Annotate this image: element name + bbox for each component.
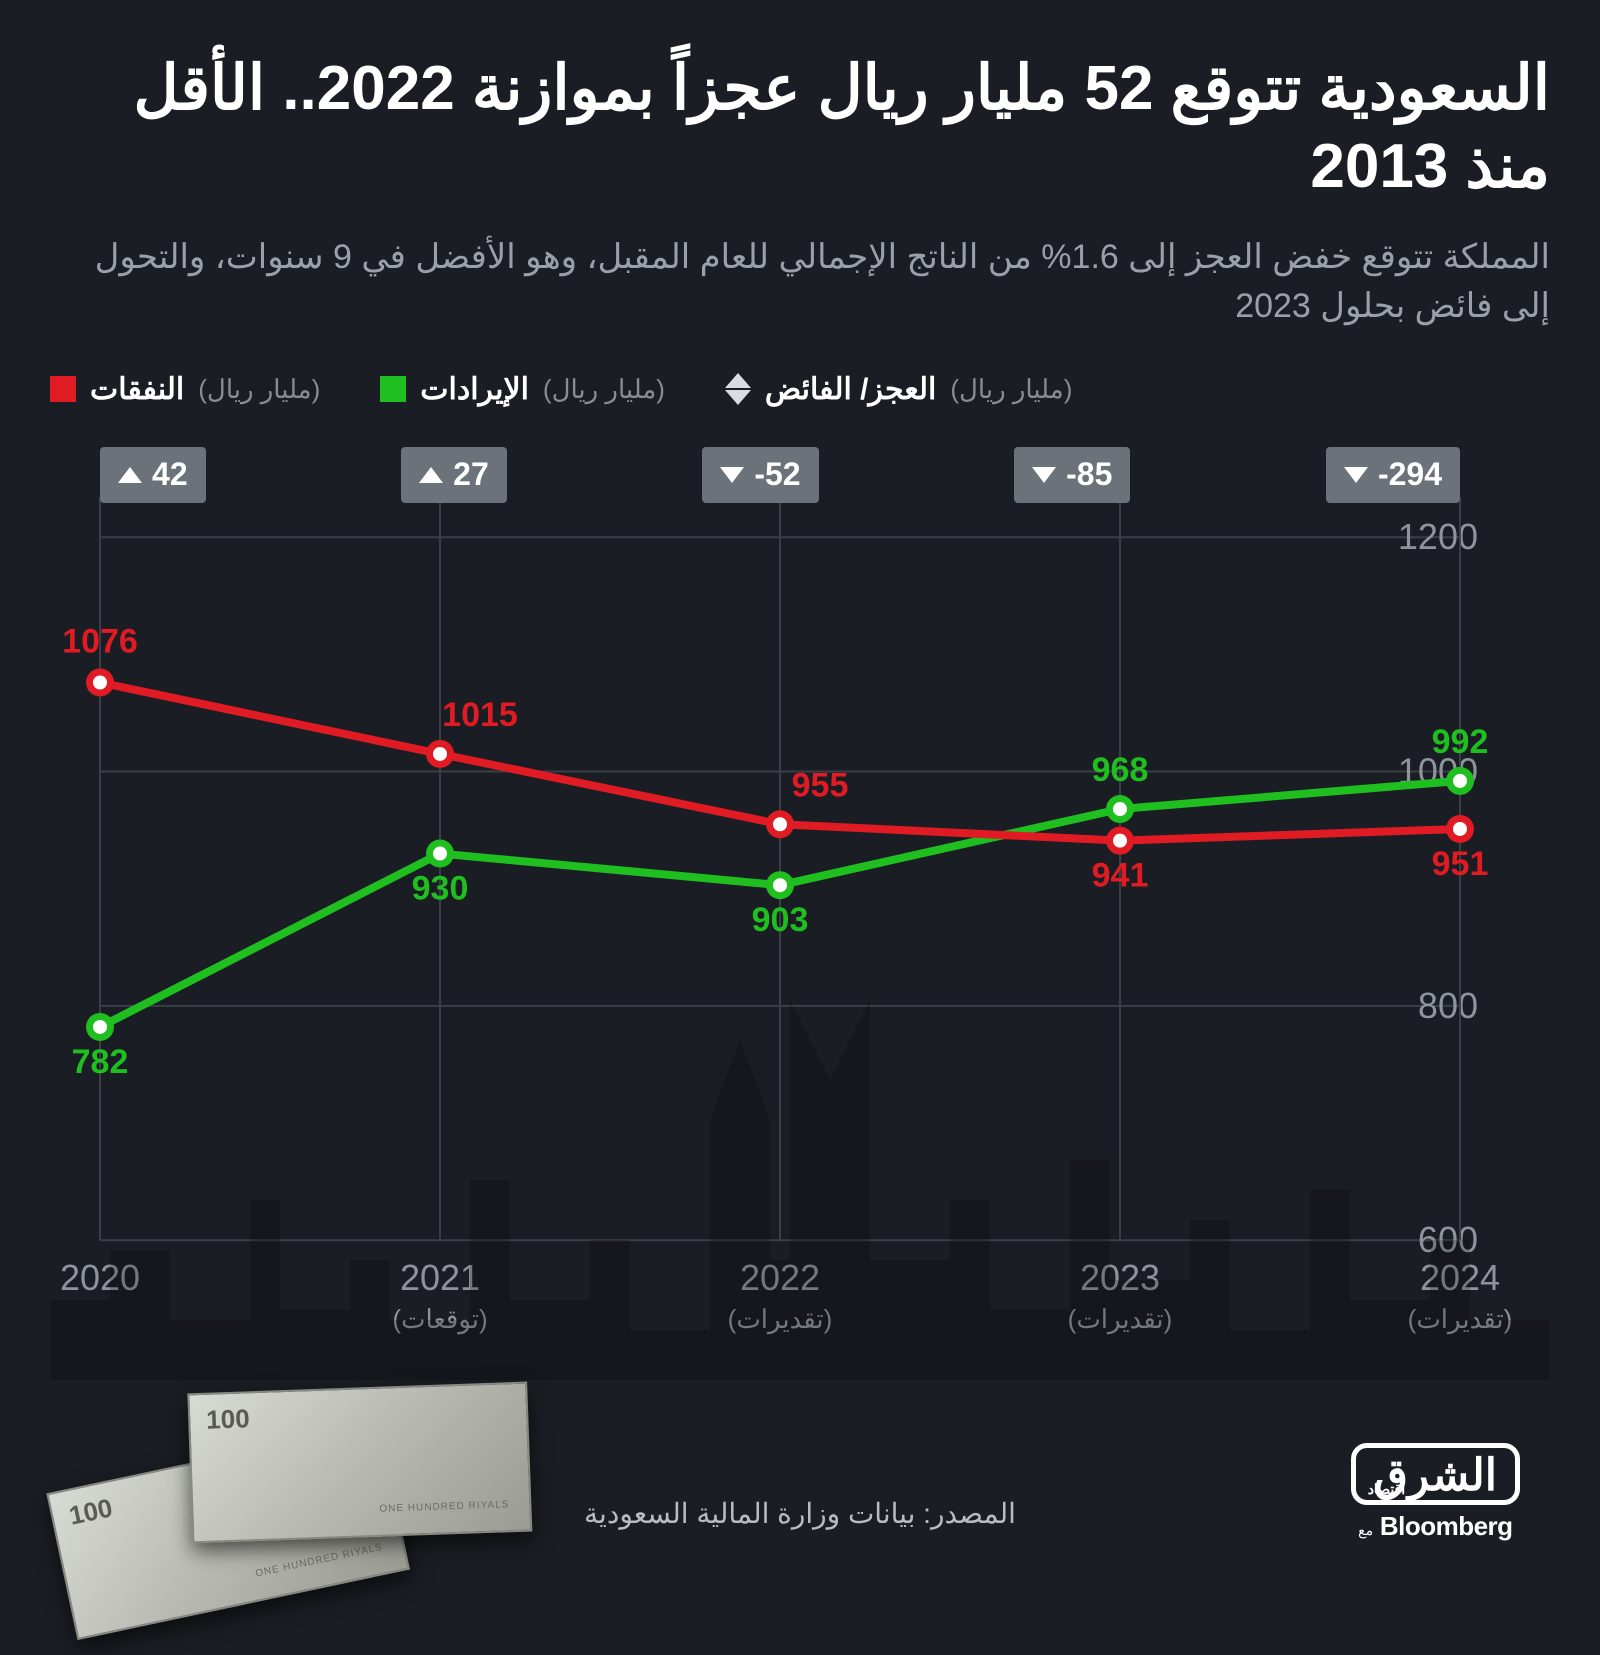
badge-value: 42 <box>152 456 188 493</box>
deficit-badge: 27 <box>401 447 507 503</box>
value-label: 1076 <box>62 622 138 660</box>
legend-unit: (مليار ريال) <box>198 374 320 405</box>
data-point-inner <box>773 878 787 892</box>
badge-value: 27 <box>453 456 489 493</box>
data-point-inner <box>433 747 447 761</box>
value-label: 903 <box>752 901 809 939</box>
legend-label: العجز/ الفائض <box>765 372 936 407</box>
brand-en: Bloomberg <box>1380 1511 1513 1541</box>
data-point-inner <box>1113 802 1127 816</box>
legend-unit: (مليار ريال) <box>950 374 1072 405</box>
value-label: 955 <box>792 766 849 804</box>
deficit-badge: -294 <box>1326 447 1460 503</box>
legend-expenditures: النفقات (مليار ريال) <box>50 372 320 407</box>
caret-down-icon <box>1032 467 1056 483</box>
source-text: المصدر: بيانات وزارة المالية السعودية <box>584 1497 1016 1530</box>
value-label: 968 <box>1092 751 1149 789</box>
legend-unit: (مليار ريال) <box>543 374 665 405</box>
data-point-inner <box>93 675 107 689</box>
badge-row: -294 -85 -52 27 42 <box>100 447 1460 503</box>
brand-en-prefix: مع <box>1358 1522 1373 1538</box>
sort-icon <box>725 373 751 405</box>
value-label: 1015 <box>442 696 518 734</box>
caret-up-icon <box>118 467 142 483</box>
legend-label: الإيرادات <box>420 372 529 407</box>
page-subtitle: المملكة تتوقع خفض العجز إلى 1.6% من النا… <box>50 233 1550 332</box>
value-label: 941 <box>1092 856 1149 894</box>
data-point-inner <box>433 846 447 860</box>
y-tick-label: 1200 <box>1398 516 1478 557</box>
caret-down-icon <box>720 467 744 483</box>
legend-label: النفقات <box>90 372 184 407</box>
footer: المصدر: بيانات وزارة المالية السعودية ال… <box>50 1380 1550 1560</box>
deficit-badge: 42 <box>100 447 206 503</box>
caret-down-icon <box>1344 467 1368 483</box>
deficit-badge: -52 <box>702 447 818 503</box>
data-point-inner <box>1113 833 1127 847</box>
badge-value: -294 <box>1378 456 1442 493</box>
value-label: 951 <box>1432 845 1489 883</box>
square-icon <box>380 376 406 402</box>
brand-logo: الشرق اقتصاد Bloomberg مع <box>1351 1443 1520 1542</box>
legend-deficit: العجز/ الفائض (مليار ريال) <box>725 372 1072 407</box>
value-label: 930 <box>412 869 469 907</box>
brand-sub: اقتصاد <box>1368 1482 1405 1496</box>
data-point-inner <box>773 817 787 831</box>
value-label: 992 <box>1432 723 1489 761</box>
data-point-inner <box>1453 822 1467 836</box>
badge-value: -52 <box>754 456 800 493</box>
page-title: السعودية تتوقع 52 مليار ريال عجزاً بمواز… <box>50 50 1550 205</box>
legend: النفقات (مليار ريال) الإيرادات (مليار ري… <box>50 372 1550 407</box>
data-point-inner <box>1453 774 1467 788</box>
square-icon <box>50 376 76 402</box>
caret-up-icon <box>419 467 443 483</box>
badge-value: -85 <box>1066 456 1112 493</box>
legend-revenues: الإيرادات (مليار ريال) <box>380 372 665 407</box>
deficit-badge: -85 <box>1014 447 1130 503</box>
